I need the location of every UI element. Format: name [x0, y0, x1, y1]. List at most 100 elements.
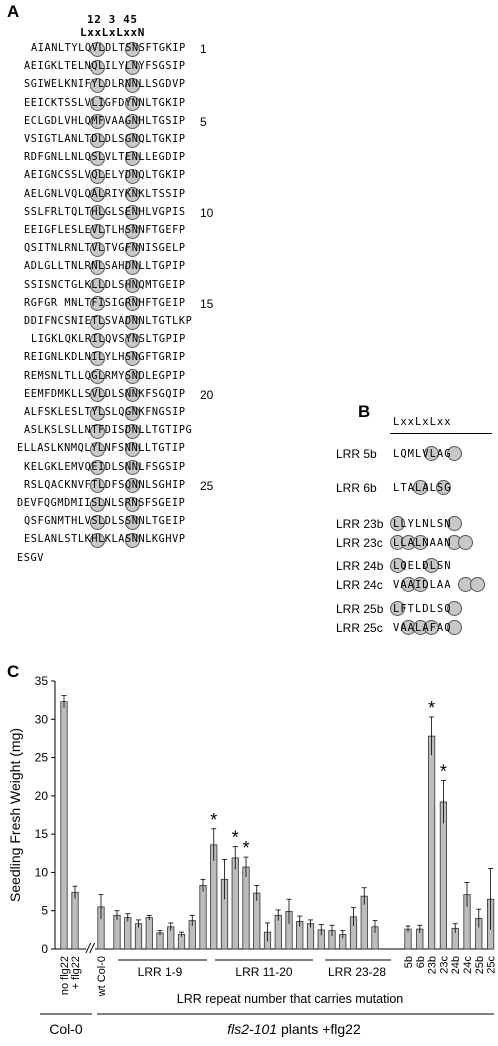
- conserved-residue-circle: [89, 369, 105, 385]
- lrr-motif-name: LRR 5b: [336, 447, 377, 461]
- data-bar: [253, 892, 261, 950]
- significance-asterisk: *: [210, 810, 217, 830]
- conserved-residue-circle: [124, 241, 140, 257]
- lrr-sequence-row: EEICKTSSLVLIGFDYNNLTGKIP: [24, 97, 186, 109]
- panel-b-label: B: [358, 402, 371, 421]
- y-tick-label: 15: [35, 827, 49, 841]
- significance-asterisk: *: [232, 827, 239, 847]
- mutated-residue-circle: [424, 620, 440, 635]
- conserved-residue-circle: [124, 441, 140, 457]
- data-bar: [71, 891, 79, 950]
- panel-c-label: C: [7, 662, 20, 681]
- lrr-motif-sequence: LFTLDLSQ: [393, 603, 452, 615]
- conserved-residue-circle: [124, 223, 140, 239]
- x-tick-label: 23b: [427, 956, 439, 974]
- lrr-sequence-row: KELGKLEMVQEIDLSNNLFSGSIP: [24, 461, 186, 473]
- lrr-sequence-row: QSITNLRNLTVLTVGFNNISGELP: [24, 243, 186, 255]
- conserved-residue-circle: [89, 205, 105, 221]
- mutated-residue-circle: [390, 558, 405, 573]
- lrr-sequence-row: AELGNLVQLQALRIYKNKLTSSIP: [24, 188, 186, 200]
- data-bar: [231, 857, 239, 950]
- lrr-sequence-row: AEIGNCSSLVQLELYDNQLTGKIP: [24, 170, 186, 182]
- conserved-residue-circle: [124, 423, 140, 439]
- lrr-motif-name: LRR 25c: [336, 621, 383, 635]
- conserved-residue-circle: [89, 114, 105, 130]
- conserved-residue-circle: [124, 205, 140, 221]
- conserved-residue-circle: [124, 478, 140, 494]
- panel-b-header-rule: [390, 433, 492, 434]
- mutated-residue-circle: [412, 535, 428, 550]
- data-bar: [199, 885, 207, 950]
- axis-break: //: [85, 940, 96, 956]
- mutated-residue-circle: [447, 601, 462, 616]
- conserved-residue-circle: [124, 59, 140, 75]
- y-tick-label: 25: [35, 751, 49, 765]
- conserved-residue-circle: [124, 332, 140, 348]
- mutated-residue-circle: [447, 620, 462, 635]
- data-bar: [145, 917, 153, 950]
- mutated-residue-circle: [458, 535, 474, 550]
- y-axis-label: Seedling Fresh Weight (mg): [7, 728, 23, 902]
- conserved-residue-circle: [89, 405, 105, 421]
- conserved-residue-circle: [124, 314, 140, 330]
- conserved-residue-circle: [124, 350, 140, 366]
- lrr-sequence-row: DEVFQGMDMIISLNLSRNSFSGEIP: [17, 498, 186, 509]
- significance-asterisk: *: [242, 838, 249, 858]
- conserved-residue-circle: [124, 514, 140, 530]
- range-label: LRR 23-28: [328, 965, 386, 979]
- data-bar: [113, 914, 121, 950]
- conserved-residue-circle: [124, 460, 140, 476]
- y-tick-label: 20: [35, 789, 49, 803]
- motif-consensus: LxxLxLxxN: [80, 26, 146, 39]
- data-bar: [124, 917, 132, 950]
- significance-asterisk: *: [428, 698, 435, 718]
- group-label-fls2-genotype: fls2-101: [227, 1021, 277, 1037]
- conserved-residue-circle: [89, 423, 105, 439]
- lrr-motif-sequence: LTALALSG: [393, 482, 452, 494]
- conserved-residue-circle: [124, 296, 140, 312]
- conserved-residue-circle: [89, 278, 105, 294]
- conserved-residue-circle: [89, 478, 105, 494]
- group-label-fls2-treatment: plants +flg22: [277, 1021, 361, 1037]
- conserved-residue-circle: [89, 241, 105, 257]
- lrr-motif-name: LRR 24c: [336, 578, 383, 592]
- conserved-residue-circle: [124, 259, 140, 275]
- panel-b-header: LxxLxLxx: [393, 416, 452, 428]
- conserved-residue-circle: [124, 405, 140, 421]
- lrr-row-number: 20: [200, 387, 214, 402]
- conserved-residue-circle: [124, 150, 140, 166]
- conserved-residue-circle: [124, 77, 140, 93]
- lrr-sequence-row: ASLKSLSLLNTFDISDNLLTGTIPG: [24, 425, 193, 437]
- x-tick-label: wt Col-0: [96, 956, 108, 997]
- y-tick-label: 10: [35, 865, 49, 879]
- lrr-sequence-row: ALFSKLESLTYLSLQGNKFNGSIP: [24, 407, 186, 418]
- lrr-sequence-row: VSIGTLANLTDLDLSGNQLTGKIP: [24, 134, 186, 145]
- lrr-sequence-row: REIGNLKDLNILYLHSNGFTGRIP: [24, 352, 186, 364]
- conserved-residue-circle: [124, 369, 140, 385]
- y-tick-label: 30: [35, 712, 49, 726]
- lrr-sequence-row: RGFGR MNLTFISIGRNHFTGEIP: [24, 297, 186, 309]
- conserved-residue-circle: [89, 187, 105, 203]
- motif-position-numbers: 12 3 45: [87, 13, 138, 26]
- x-tick-label: no flg22: [59, 956, 71, 995]
- x-tick-label: + flg22: [70, 956, 82, 989]
- mutated-residue-circle: [390, 601, 405, 616]
- conserved-residue-circle: [124, 41, 140, 57]
- x-tick-label: 23c: [438, 956, 450, 974]
- y-tick-label: 35: [35, 674, 49, 688]
- x-tick-label: 25c: [486, 956, 498, 974]
- conserved-residue-circle: [89, 59, 105, 75]
- conserved-residue-circle: [124, 132, 140, 148]
- x-axis-label: LRR repeat number that carries mutation: [177, 992, 404, 1006]
- range-label: LRR 11-20: [235, 965, 292, 979]
- conserved-residue-circle: [89, 496, 105, 512]
- conserved-residue-circle: [89, 259, 105, 275]
- x-tick-label: 6b: [415, 956, 427, 968]
- mutated-residue-circle: [424, 558, 440, 573]
- mutated-residue-circle: [435, 480, 451, 495]
- conserved-residue-circle: [124, 387, 140, 403]
- conserved-residue-circle: [89, 150, 105, 166]
- data-bar: [156, 932, 164, 950]
- group-label-col0: Col-0: [49, 1021, 83, 1037]
